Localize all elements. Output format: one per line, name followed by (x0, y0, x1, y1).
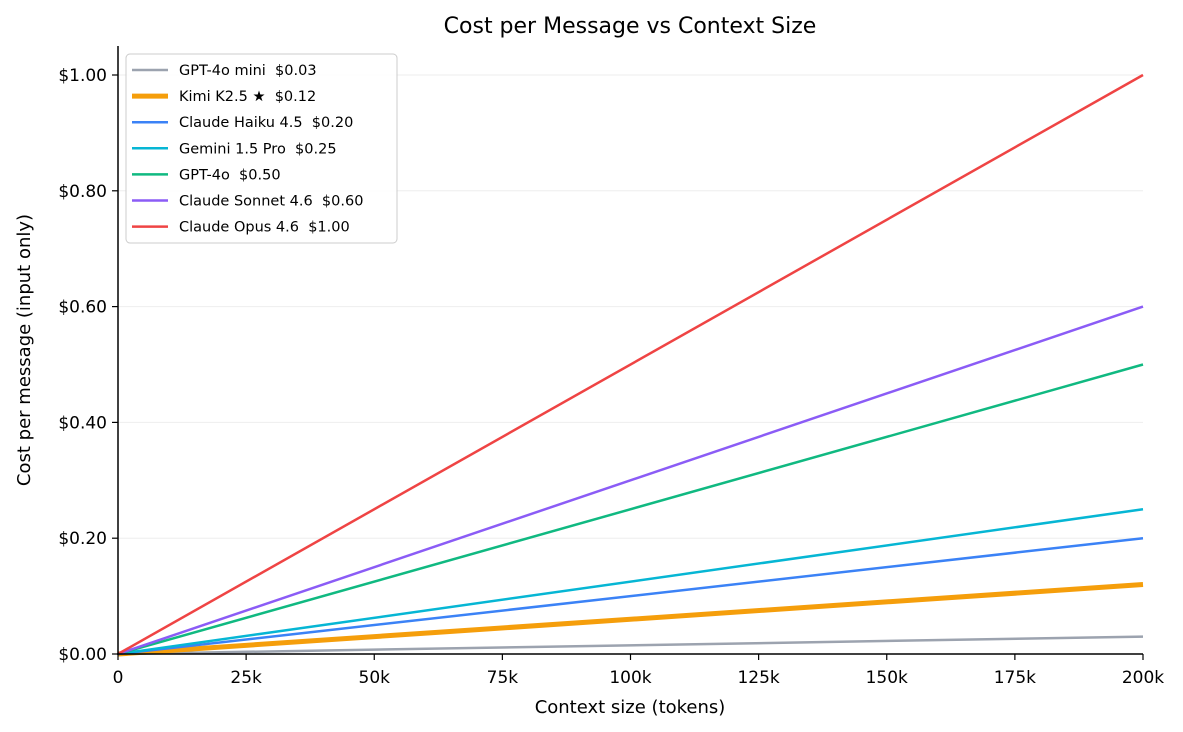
series-line-6 (117, 73, 1144, 656)
y-tick-label: $0.20 (58, 529, 107, 549)
x-tick-label: 150k (866, 668, 908, 688)
series-line-5 (117, 305, 1144, 656)
data-lines (117, 73, 1144, 657)
x-tick-label: 175k (994, 668, 1036, 688)
series-line-1 (117, 582, 1144, 657)
x-tick-label: 100k (609, 668, 651, 688)
x-tick-label: 25k (230, 668, 262, 688)
series-line-4 (117, 363, 1144, 656)
legend: GPT-4o mini $0.03 Kimi K2.5 ★ $0.12 Claude… (125, 53, 398, 244)
series-line-2 (117, 536, 1144, 656)
legend-box (125, 53, 398, 244)
x-tick-label: 125k (737, 668, 779, 688)
legend-label: Claude Opus 4.6 $1.00 (179, 220, 350, 236)
x-tick-label: 50k (359, 668, 391, 688)
series-line-0 (117, 635, 1144, 656)
series-line-3 (117, 508, 1144, 656)
x-tick-label: 0 (113, 668, 124, 688)
x-tick-label: 200k (1122, 668, 1164, 688)
chart-title: Cost per Message vs Context Size (444, 14, 817, 39)
y-tick-label: $0.60 (58, 298, 107, 318)
legend-label: Claude Sonnet 4.6 $0.60 (179, 194, 363, 210)
y-axis-label: Cost per message (input only) (14, 214, 35, 486)
y-axis-ticks: $0.00 $0.20 $0.40 $0.60 $0.80 $1.00 (58, 66, 118, 665)
legend-label: GPT-4o mini $0.03 (179, 63, 317, 79)
x-tick-label: 75k (487, 668, 519, 688)
legend-label: Gemini 1.5 Pro $0.25 (179, 141, 337, 157)
x-axis-label: Context size (tokens) (535, 697, 726, 718)
x-axis-ticks: 0 25k 50k 75k 100k 125k 150k 175k 200k (113, 654, 1164, 688)
legend-label: GPT-4o $0.50 (179, 167, 281, 183)
y-tick-label: $0.40 (58, 413, 107, 433)
y-tick-label: $0.00 (58, 645, 107, 665)
y-tick-label: $0.80 (58, 182, 107, 202)
legend-label: Claude Haiku 4.5 $0.20 (179, 115, 353, 131)
legend-label: Kimi K2.5 ★ $0.12 (179, 89, 316, 105)
y-tick-label: $1.00 (58, 66, 107, 86)
